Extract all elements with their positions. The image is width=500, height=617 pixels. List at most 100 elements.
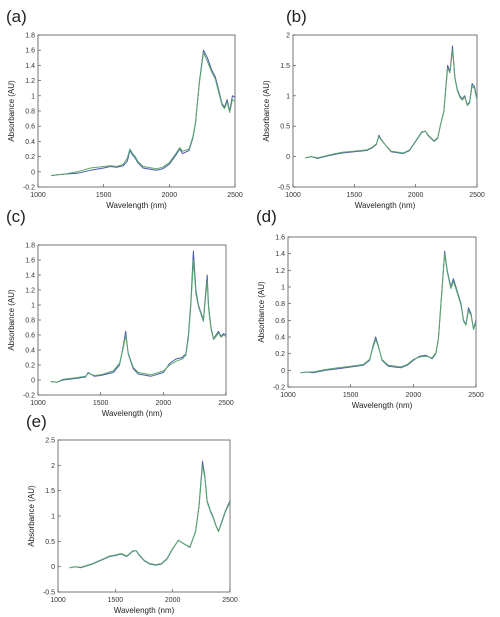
- series-line-2: [50, 259, 227, 383]
- y-tick-label: 0.8: [275, 301, 285, 308]
- x-tick-label: 2500: [227, 192, 243, 199]
- y-tick-label: 0.6: [25, 124, 35, 131]
- chart-svg: 1000 1500 2000 2500 -0.2 0 0.2 0.4 0.6 0.8 1 1.2 1.4…: [257, 235, 484, 411]
- x-tick-label: 2500: [469, 192, 485, 199]
- x-tick-label: 1000: [50, 597, 66, 604]
- y-tick-label: 2: [51, 463, 55, 470]
- y-tick-label: 1.5: [280, 63, 290, 70]
- x-tick-label: 1000: [30, 400, 46, 407]
- series-line-2: [305, 49, 478, 159]
- y-tick-label: 1.8: [25, 243, 35, 250]
- y-tick-label: 1.6: [25, 48, 35, 55]
- panel-label: (c): [6, 207, 26, 226]
- y-tick-label: -0.5: [278, 185, 290, 192]
- x-tick-label: 1500: [96, 192, 112, 199]
- y-tick-label: -0.2: [23, 393, 35, 400]
- y-tick-label: 0.6: [275, 318, 285, 325]
- y-tick-label: 2.5: [45, 438, 55, 445]
- x-tick-label: 1500: [93, 400, 109, 407]
- x-axis-title: Wavelength (nm): [352, 401, 413, 410]
- series-line-2: [300, 253, 477, 374]
- y-tick-label: 0.5: [280, 124, 290, 131]
- series-line-1: [69, 460, 231, 569]
- y-tick-label: 0: [31, 378, 35, 385]
- series-line-1: [50, 250, 227, 383]
- x-tick-label: 2000: [162, 192, 178, 199]
- y-tick-label: 0: [51, 564, 55, 571]
- y-tick-label: 1: [31, 303, 35, 310]
- chart-svg: 1000 1500 2000 2500 -0.5 0 0.5 1 1.5 2 2.5 Waveleng…: [27, 438, 238, 616]
- series-line-2: [51, 52, 236, 177]
- x-axis-title: Wavelength (nm): [102, 409, 163, 418]
- x-tick-label: 2000: [156, 400, 172, 407]
- y-tick-label: 1: [31, 93, 35, 100]
- y-tick-label: 1: [281, 285, 285, 292]
- y-tick-label: 1: [51, 514, 55, 521]
- plot-frame: [292, 34, 478, 188]
- y-axis-title: Absorbance (AU): [27, 485, 36, 547]
- plot-frame: [287, 236, 477, 388]
- series-line-1: [51, 49, 236, 177]
- y-tick-label: -0.2: [23, 185, 35, 192]
- x-tick-label: 1000: [280, 392, 296, 399]
- x-axis-title: Wavelength (nm): [106, 201, 167, 210]
- chart-panel-d: (d) 1000 1500 2000 2500 -0.2 0 0.2 0.4 0.6 0.8 1 1.…: [250, 205, 500, 410]
- y-tick-label: 1.6: [275, 235, 285, 242]
- x-tick-label: 1000: [30, 192, 46, 199]
- chart-svg: 1000 1500 2000 2500 -0.2 0 0.2 0.4 0.6 0.8 1 1.2 1.4…: [7, 243, 234, 419]
- y-tick-label: 0: [286, 154, 290, 161]
- x-tick-label: 1500: [108, 597, 124, 604]
- y-tick-label: 1.5: [45, 488, 55, 495]
- y-tick-label: 0.4: [275, 335, 285, 342]
- y-tick-label: 0: [281, 368, 285, 375]
- y-axis-title: Absorbance (AU): [7, 80, 16, 142]
- chart-svg: 1000 1500 2000 2500 -0.2 0 0.2 0.4 0.6 0.8 1 1.2 1.4…: [7, 33, 243, 211]
- y-tick-label: -0.2: [273, 385, 285, 392]
- x-tick-label: 2500: [222, 597, 238, 604]
- y-tick-label: 0.4: [25, 348, 35, 355]
- y-tick-label: -0.5: [43, 590, 55, 597]
- x-tick-label: 2000: [165, 597, 181, 604]
- y-tick-label: 1.2: [25, 288, 35, 295]
- chart-panel-e: (e) 1000 1500 2000 2500 -0.5 0 0.5 1 1.5 2 2.5 Wave…: [0, 410, 250, 615]
- x-tick-label: 1000: [285, 192, 301, 199]
- plot-frame: [37, 244, 227, 396]
- y-tick-label: 1.4: [25, 63, 35, 70]
- panel-label: (b): [286, 7, 307, 26]
- y-tick-label: 0.6: [25, 333, 35, 340]
- y-tick-label: 0.5: [45, 539, 55, 546]
- panel-label: (a): [6, 7, 27, 26]
- y-tick-label: 1.6: [25, 258, 35, 265]
- y-tick-label: 0.4: [25, 139, 35, 146]
- y-axis-title: Absorbance (AU): [7, 289, 16, 351]
- chart-panel-b: (b) 1000 1500 2000 2500 -0.5 0 0.5 1 1.5 2 Wavelen…: [250, 5, 500, 210]
- plot-frame: [57, 439, 231, 593]
- y-tick-label: 1.2: [25, 78, 35, 85]
- y-tick-label: 1.4: [275, 251, 285, 258]
- y-tick-label: 0.2: [275, 351, 285, 358]
- y-tick-label: 1.8: [25, 33, 35, 40]
- y-tick-label: 1.4: [25, 273, 35, 280]
- chart-svg: 1000 1500 2000 2500 -0.5 0 0.5 1 1.5 2 Wavelength …: [262, 33, 485, 211]
- y-axis-title: Absorbance (AU): [257, 281, 266, 343]
- chart-panel-c: (c) 1000 1500 2000 2500 -0.2 0 0.2 0.4 0.6 0.8 1 1.…: [0, 205, 250, 419]
- x-tick-label: 2500: [218, 400, 234, 407]
- x-axis-title: Wavelength (nm): [114, 606, 175, 615]
- y-tick-label: 1: [286, 93, 290, 100]
- y-tick-label: 0.8: [25, 318, 35, 325]
- y-tick-label: 2: [286, 33, 290, 40]
- x-tick-label: 2500: [468, 392, 484, 399]
- x-tick-label: 1500: [343, 392, 359, 399]
- x-tick-label: 2000: [406, 392, 422, 399]
- x-tick-label: 2000: [408, 192, 424, 199]
- series-line-1: [300, 250, 477, 374]
- y-tick-label: 0.2: [25, 154, 35, 161]
- chart-panel-a: (a) 1000 1500 2000 2500 -0.2 0 0.2 0.4 0.6 0.8 1 1.…: [0, 5, 250, 210]
- x-axis-title: Wavelength (nm): [355, 201, 416, 210]
- x-tick-label: 1500: [347, 192, 363, 199]
- y-tick-label: 0.8: [25, 109, 35, 116]
- panel-label: (d): [256, 207, 277, 226]
- y-tick-label: 0.2: [25, 363, 35, 370]
- y-tick-label: 0: [31, 169, 35, 176]
- series-line-2: [69, 464, 231, 569]
